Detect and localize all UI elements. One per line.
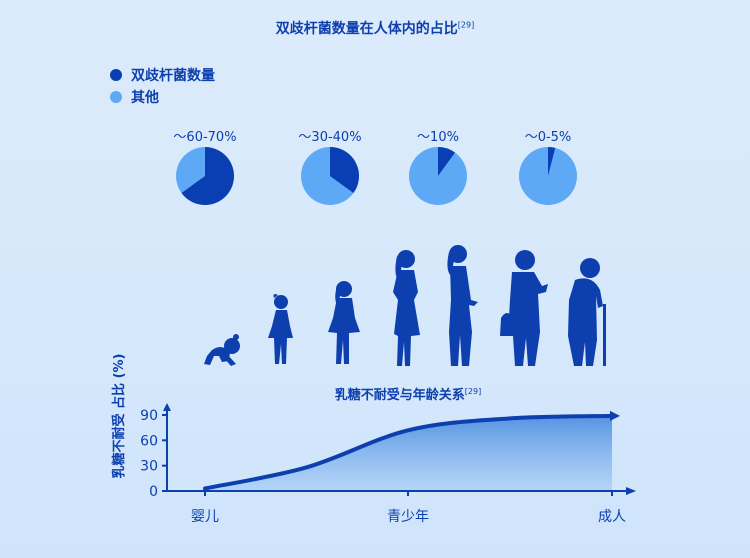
area-fill: [205, 415, 612, 491]
child-silhouette: [268, 294, 293, 364]
y-axis-label: 乳糖不耐受 占比 (%): [111, 354, 127, 479]
young-woman-silhouette: [393, 250, 420, 366]
area-line: [203, 413, 614, 491]
pie-chart-4: 〜0-5%: [519, 130, 577, 205]
legend-item-other: 其他: [110, 86, 215, 108]
teen-silhouette: [328, 281, 360, 364]
pie-charts-group: 〜60-70% 〜30-40% 〜10% 〜0-5%: [173, 130, 577, 205]
lactose-chart: 0 30 60 90 婴儿 青少年 成人 乳糖不耐受与年龄关系[29] 乳糖不耐受 占比 (%): [111, 354, 636, 525]
pie-bifidobacteria-slice: [548, 147, 556, 176]
infant-silhouette: [204, 334, 240, 366]
pie-legend: 双歧杆菌数量 其他: [110, 64, 215, 108]
adult-woman-silhouette: [447, 245, 478, 366]
pie-percent-label: 〜60-70%: [173, 130, 236, 145]
legend-item-bifidobacteria: 双歧杆菌数量: [110, 64, 215, 86]
pie-bifidobacteria-slice: [330, 147, 360, 194]
middle-aged-silhouette: [500, 250, 548, 366]
line-arrowhead: [610, 410, 620, 421]
page-title: 双歧杆菌数量在人体内的占比[29]: [0, 18, 750, 38]
y-tick-label: 60: [140, 433, 158, 449]
y-axis-arrow: [163, 403, 171, 411]
title-reference: [29]: [457, 20, 475, 30]
legend-label-bifidobacteria: 双歧杆菌数量: [131, 68, 215, 84]
x-axis-arrow: [626, 487, 636, 495]
legend-dot-light: [110, 91, 122, 103]
pie-chart-1: 〜60-70%: [173, 130, 237, 205]
y-tick-label: 0: [149, 484, 158, 500]
x-tick-label: 青少年: [387, 509, 429, 525]
pie-percent-label: 〜30-40%: [298, 130, 361, 145]
chart-title: 乳糖不耐受与年龄关系[29]: [335, 387, 481, 403]
pie-chart-3: 〜10%: [409, 130, 467, 205]
page-title-text: 双歧杆菌数量在人体内的占比: [275, 21, 458, 37]
chart-title-reference: [29]: [465, 387, 481, 396]
y-tick-label: 90: [140, 408, 158, 424]
legend-dot-dark: [110, 69, 122, 81]
pie-bifidobacteria-slice: [438, 147, 456, 176]
pie-percent-label: 〜0-5%: [525, 130, 572, 145]
y-tick-label: 30: [140, 459, 158, 475]
x-tick-label: 成人: [598, 509, 626, 525]
legend-label-other: 其他: [131, 90, 159, 106]
elderly-silhouette: [568, 258, 606, 366]
pie-chart-2: 〜30-40%: [298, 130, 362, 205]
pie-percent-label: 〜10%: [417, 130, 459, 145]
x-tick-label: 婴儿: [191, 509, 219, 525]
pie-bifidobacteria-slice: [181, 147, 234, 205]
age-silhouettes: [204, 245, 606, 366]
